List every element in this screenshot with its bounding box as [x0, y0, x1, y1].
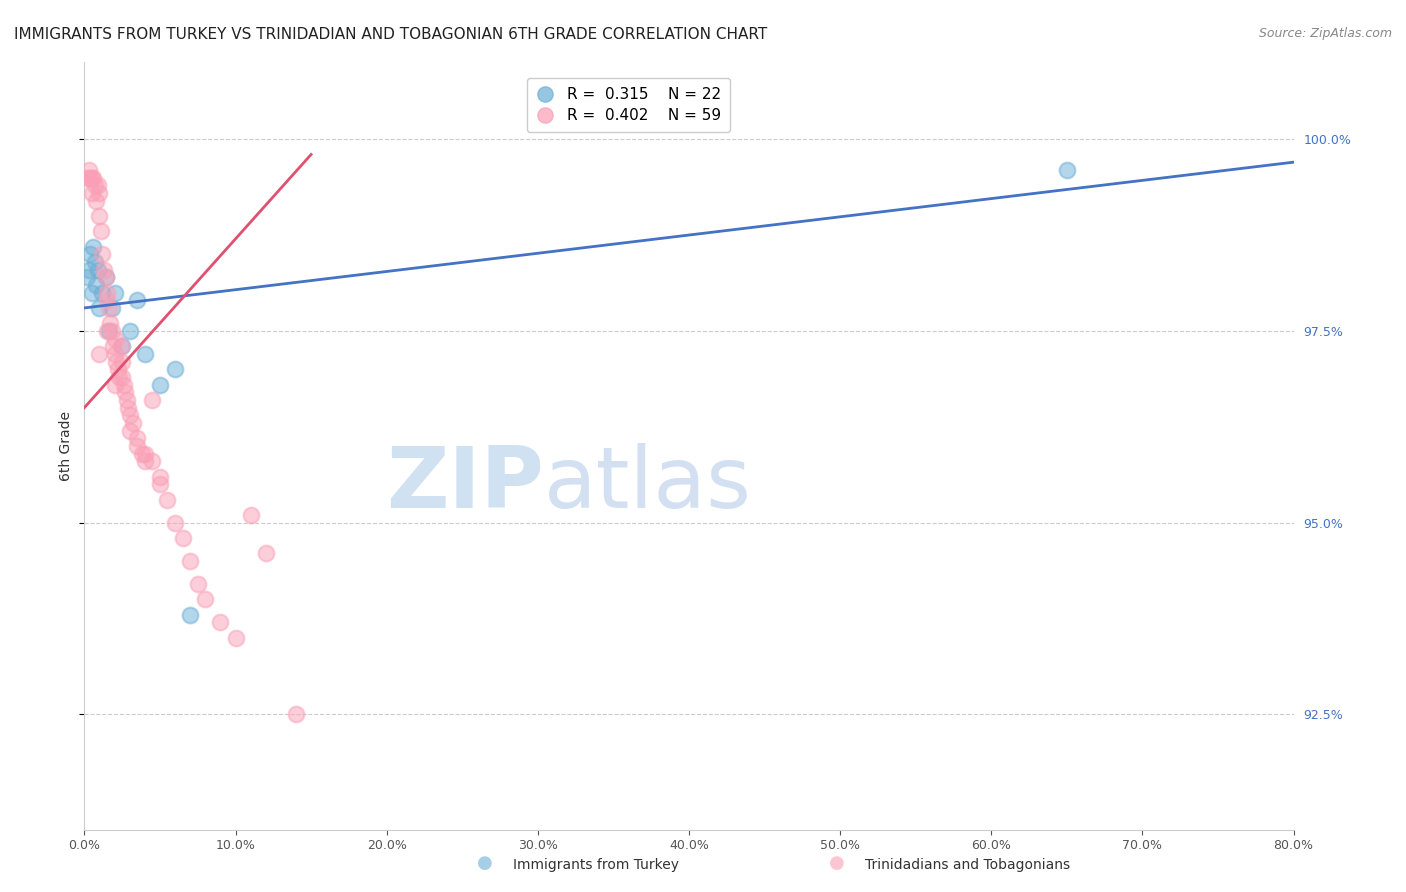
Text: Trinidadians and Tobagonians: Trinidadians and Tobagonians: [865, 858, 1070, 872]
Point: [111, 370, 134, 384]
Point: [149, 377, 172, 392]
Point: [79, 247, 101, 261]
Point: [97, 301, 120, 315]
Point: [127, 439, 149, 453]
Point: [76, 170, 98, 185]
Point: [149, 477, 172, 491]
Point: [80, 285, 103, 300]
Point: [149, 469, 172, 483]
Point: [127, 293, 149, 308]
Point: [187, 577, 209, 591]
Point: [112, 377, 135, 392]
Point: [104, 347, 127, 361]
Point: [77, 262, 100, 277]
Point: [179, 554, 201, 568]
Text: ●: ●: [828, 855, 845, 872]
Point: [80, 170, 103, 185]
Point: [84, 178, 107, 193]
Text: IMMIGRANTS FROM TURKEY VS TRINIDADIAN AND TOBAGONIAN 6TH GRADE CORRELATION CHART: IMMIGRANTS FROM TURKEY VS TRINIDADIAN AN…: [14, 27, 768, 42]
Point: [87, 262, 110, 277]
Point: [134, 347, 156, 361]
Point: [91, 285, 114, 300]
Point: [82, 239, 104, 253]
Point: [179, 607, 201, 622]
Y-axis label: 6th Grade: 6th Grade: [59, 411, 73, 481]
Point: [87, 178, 110, 193]
Point: [80, 186, 103, 200]
Text: Source: ZipAtlas.com: Source: ZipAtlas.com: [1258, 27, 1392, 40]
Point: [98, 316, 121, 330]
Point: [84, 255, 107, 269]
Text: atlas: atlas: [544, 442, 752, 526]
Text: ●: ●: [477, 855, 494, 872]
Point: [97, 324, 120, 338]
Point: [111, 339, 134, 353]
Point: [105, 354, 128, 368]
Point: [77, 162, 100, 177]
Point: [117, 401, 139, 415]
Point: [165, 516, 187, 530]
Point: [134, 447, 156, 461]
Point: [79, 170, 101, 185]
Point: [172, 531, 194, 545]
Point: [91, 247, 114, 261]
Legend: R =  0.315    N = 22, R =  0.402    N = 59: R = 0.315 N = 22, R = 0.402 N = 59: [527, 78, 730, 132]
Point: [110, 339, 132, 353]
Point: [76, 270, 98, 285]
Point: [89, 186, 111, 200]
Point: [94, 270, 117, 285]
Point: [115, 392, 138, 407]
Point: [209, 615, 232, 630]
Point: [141, 454, 163, 468]
Point: [111, 354, 134, 368]
Point: [93, 262, 115, 277]
Point: [156, 492, 179, 507]
Text: ZIP: ZIP: [387, 442, 544, 526]
Point: [94, 270, 117, 285]
Point: [285, 707, 308, 722]
Point: [1056, 162, 1078, 177]
Point: [165, 362, 187, 376]
Point: [131, 447, 153, 461]
Point: [114, 385, 136, 400]
Point: [225, 631, 247, 645]
Point: [90, 224, 112, 238]
Point: [96, 324, 118, 338]
Point: [82, 170, 104, 185]
Point: [89, 347, 111, 361]
Point: [239, 508, 262, 522]
Point: [89, 209, 111, 223]
Point: [86, 277, 108, 292]
Point: [107, 362, 129, 376]
Point: [86, 194, 108, 208]
Point: [118, 409, 141, 423]
Point: [96, 285, 118, 300]
Point: [100, 324, 122, 338]
Point: [104, 377, 127, 392]
Text: Immigrants from Turkey: Immigrants from Turkey: [513, 858, 679, 872]
Point: [101, 339, 124, 353]
Point: [141, 392, 163, 407]
Point: [89, 301, 111, 315]
Point: [127, 431, 149, 445]
Point: [194, 592, 217, 607]
Point: [104, 285, 127, 300]
Point: [254, 546, 277, 560]
Point: [96, 293, 118, 308]
Point: [134, 454, 156, 468]
Point: [118, 324, 141, 338]
Point: [100, 301, 122, 315]
Point: [121, 416, 143, 430]
Point: [118, 424, 141, 438]
Point: [108, 370, 131, 384]
Point: [104, 332, 127, 346]
